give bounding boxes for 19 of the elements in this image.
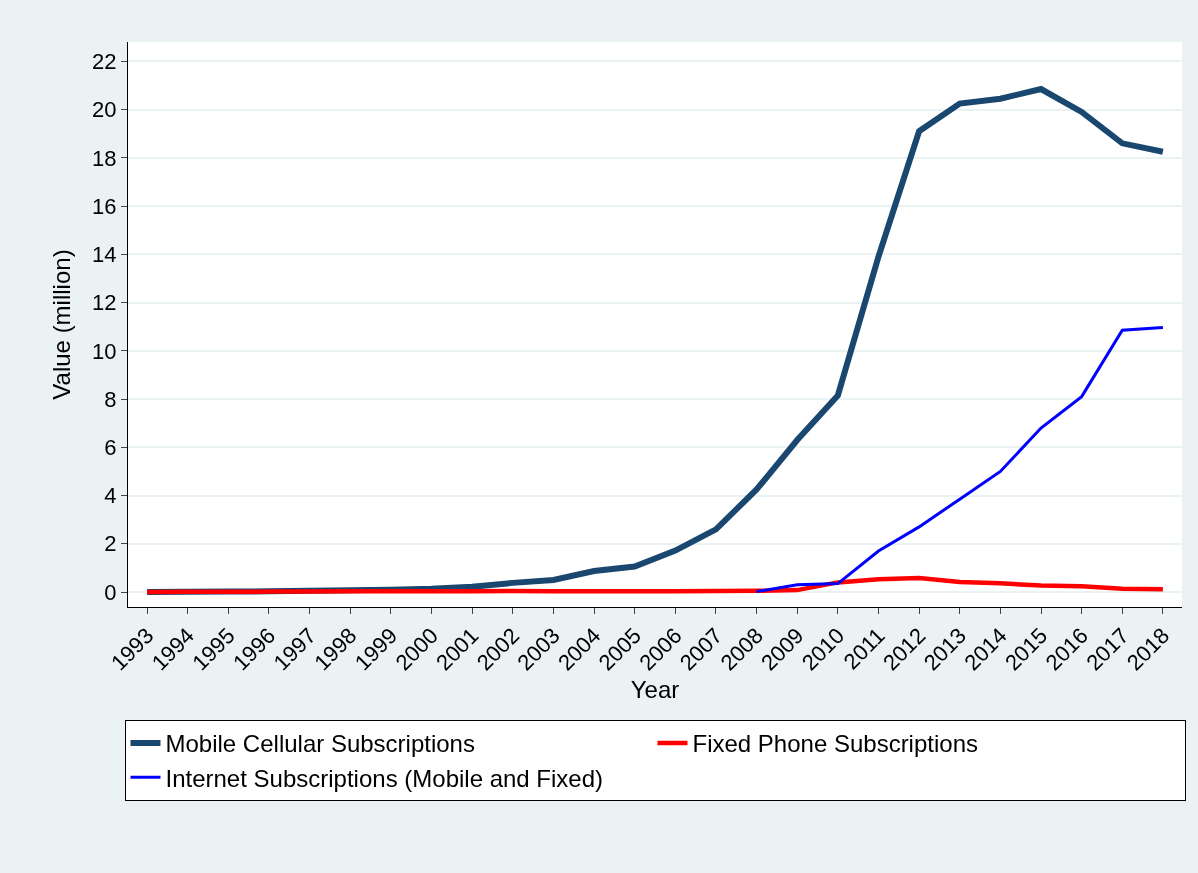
y-axis-title: Value (million) — [48, 249, 75, 400]
legend-label: Internet Subscriptions (Mobile and Fixed) — [165, 764, 604, 792]
y-tick-label: 16 — [92, 193, 117, 219]
y-tick-label: 8 — [104, 386, 117, 412]
y-tick-label: 18 — [92, 145, 117, 171]
line-series — [144, 575, 1166, 595]
legend-label: Mobile Cellular Subscriptions — [165, 730, 475, 758]
x-axis-title: Year — [630, 675, 680, 703]
y-tick-label: 10 — [92, 338, 117, 364]
y-tick-label: 20 — [92, 97, 117, 123]
y-tick-label: 4 — [104, 483, 117, 509]
legend-label: Fixed Phone Subscriptions — [692, 730, 978, 758]
y-tick-label: 6 — [104, 434, 117, 460]
y-tick-label: 12 — [92, 290, 117, 316]
line-series — [755, 325, 1165, 594]
y-tick-label: 2 — [104, 531, 117, 557]
y-tick-label: 14 — [92, 242, 117, 267]
y-tick-label: 22 — [92, 49, 117, 74]
y-tick-label: 0 — [104, 579, 117, 605]
